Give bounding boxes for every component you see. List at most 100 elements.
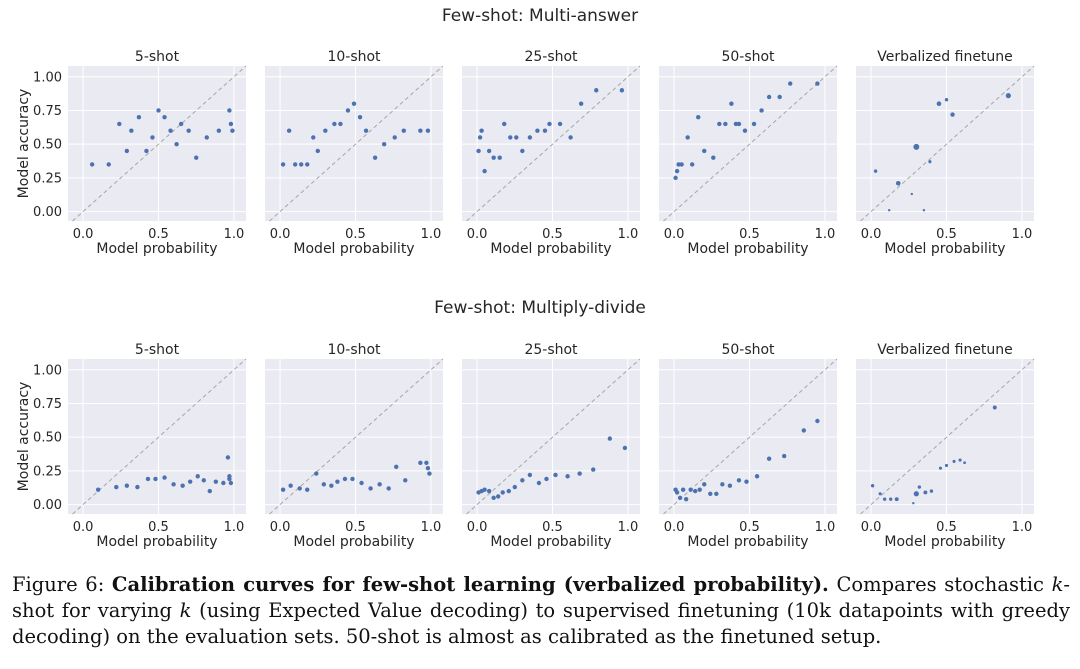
- diagonal-reference-line: [466, 65, 641, 222]
- diagonal-reference-line: [860, 358, 1035, 515]
- data-point: [870, 483, 875, 488]
- data-point: [386, 486, 391, 491]
- data-point: [332, 121, 337, 127]
- data-point: [887, 209, 891, 212]
- caption-figure-label: Figure 6:: [12, 573, 105, 596]
- data-point: [565, 474, 570, 479]
- y-axis-label: Model accuracy: [16, 89, 32, 199]
- data-point: [425, 128, 431, 133]
- x-axis-label: Model probability: [96, 534, 217, 550]
- data-point: [321, 482, 327, 487]
- data-point: [759, 108, 764, 113]
- panel-5: Verbalized finetune 0.0 0.5 1.0 Model probab…: [856, 49, 1035, 257]
- data-point: [174, 141, 179, 147]
- data-point: [500, 490, 505, 495]
- x-tick-label: 0.5: [148, 227, 169, 242]
- data-point: [674, 490, 680, 495]
- x-axis-label: Model probability: [293, 534, 414, 550]
- data-point: [673, 175, 678, 181]
- data-point: [288, 483, 293, 488]
- data-point: [228, 121, 234, 127]
- data-point: [782, 453, 787, 459]
- chart-section-1: Few-shot: Multi-answer 5-shot 0.0 0.5 1.0 Mod…: [16, 6, 1035, 257]
- data-point: [577, 471, 582, 476]
- data-point: [178, 121, 184, 127]
- data-point: [363, 128, 369, 133]
- data-point: [727, 483, 733, 488]
- panel-title: 5-shot: [135, 342, 180, 358]
- data-point: [535, 128, 540, 133]
- data-point: [482, 487, 487, 492]
- plot-area: [659, 66, 837, 221]
- data-point: [95, 487, 101, 492]
- calibration-figure: Few-shot: Multi-answer 5-shot 0.0 0.5 1.0 Mod…: [16, 6, 1035, 550]
- data-point: [221, 480, 226, 486]
- data-point: [882, 497, 887, 501]
- x-tick-label: 0.5: [936, 520, 957, 535]
- data-point: [114, 484, 119, 490]
- data-point: [674, 168, 680, 174]
- data-point: [677, 495, 683, 501]
- data-point: [311, 135, 316, 140]
- y-tick-label: 1.00: [33, 70, 62, 85]
- data-point: [497, 155, 502, 160]
- data-point: [913, 491, 919, 497]
- x-tick-label: 1.0: [421, 227, 442, 242]
- data-point: [895, 180, 901, 186]
- data-point: [714, 491, 719, 496]
- data-point: [1005, 93, 1011, 99]
- data-point: [476, 148, 481, 154]
- data-point: [225, 455, 231, 460]
- x-tick-label: 1.0: [1012, 227, 1033, 242]
- y-tick-label: 1.00: [33, 363, 62, 378]
- panel-5: Verbalized finetune 0.0 0.5 1.0 Model probab…: [856, 342, 1035, 550]
- data-point: [162, 115, 167, 120]
- x-tick-label: 1.0: [224, 520, 245, 535]
- x-tick-label: 1.0: [421, 520, 442, 535]
- data-point: [350, 476, 355, 482]
- data-point: [394, 464, 399, 470]
- data-point: [228, 480, 234, 486]
- x-axis-label: Model probability: [96, 241, 217, 257]
- panel-title: 5-shot: [135, 49, 180, 65]
- data-point: [696, 115, 701, 120]
- x-tick-label: 1.0: [224, 227, 245, 242]
- data-point: [392, 135, 397, 140]
- data-point: [297, 486, 302, 491]
- data-point: [486, 148, 492, 154]
- data-point: [508, 135, 513, 140]
- x-axis-label: Model probability: [293, 241, 414, 257]
- data-point: [788, 81, 793, 86]
- data-point: [944, 463, 949, 468]
- data-point: [377, 482, 382, 487]
- data-point: [729, 101, 734, 106]
- data-point: [766, 456, 772, 461]
- panel-1: 5-shot 0.0 0.5 1.0 Model probability 0.00 0.25…: [16, 342, 247, 550]
- x-tick-label: 0.0: [861, 520, 882, 535]
- data-point: [418, 128, 423, 133]
- data-point: [717, 121, 722, 127]
- plot-area: [659, 359, 837, 514]
- data-point: [594, 88, 599, 93]
- data-point: [697, 487, 702, 492]
- data-point: [676, 162, 681, 167]
- data-point: [479, 128, 484, 133]
- x-tick-label: 0.0: [270, 227, 291, 242]
- panel-title: 10-shot: [327, 49, 381, 65]
- data-point: [720, 482, 725, 487]
- data-point: [944, 97, 949, 102]
- data-point: [923, 490, 928, 495]
- data-point: [153, 476, 158, 482]
- plot-area: [265, 66, 443, 221]
- data-point: [917, 485, 922, 489]
- data-point: [708, 491, 713, 496]
- data-point: [329, 483, 334, 488]
- caption-body-rest: -shot for varying: [12, 573, 1071, 622]
- y-tick-label: 0.50: [33, 138, 62, 153]
- data-point: [754, 474, 760, 479]
- x-tick-label: 0.0: [467, 520, 488, 535]
- data-point: [359, 480, 364, 486]
- data-point: [950, 112, 955, 117]
- data-point: [702, 148, 707, 154]
- data-point: [135, 484, 140, 490]
